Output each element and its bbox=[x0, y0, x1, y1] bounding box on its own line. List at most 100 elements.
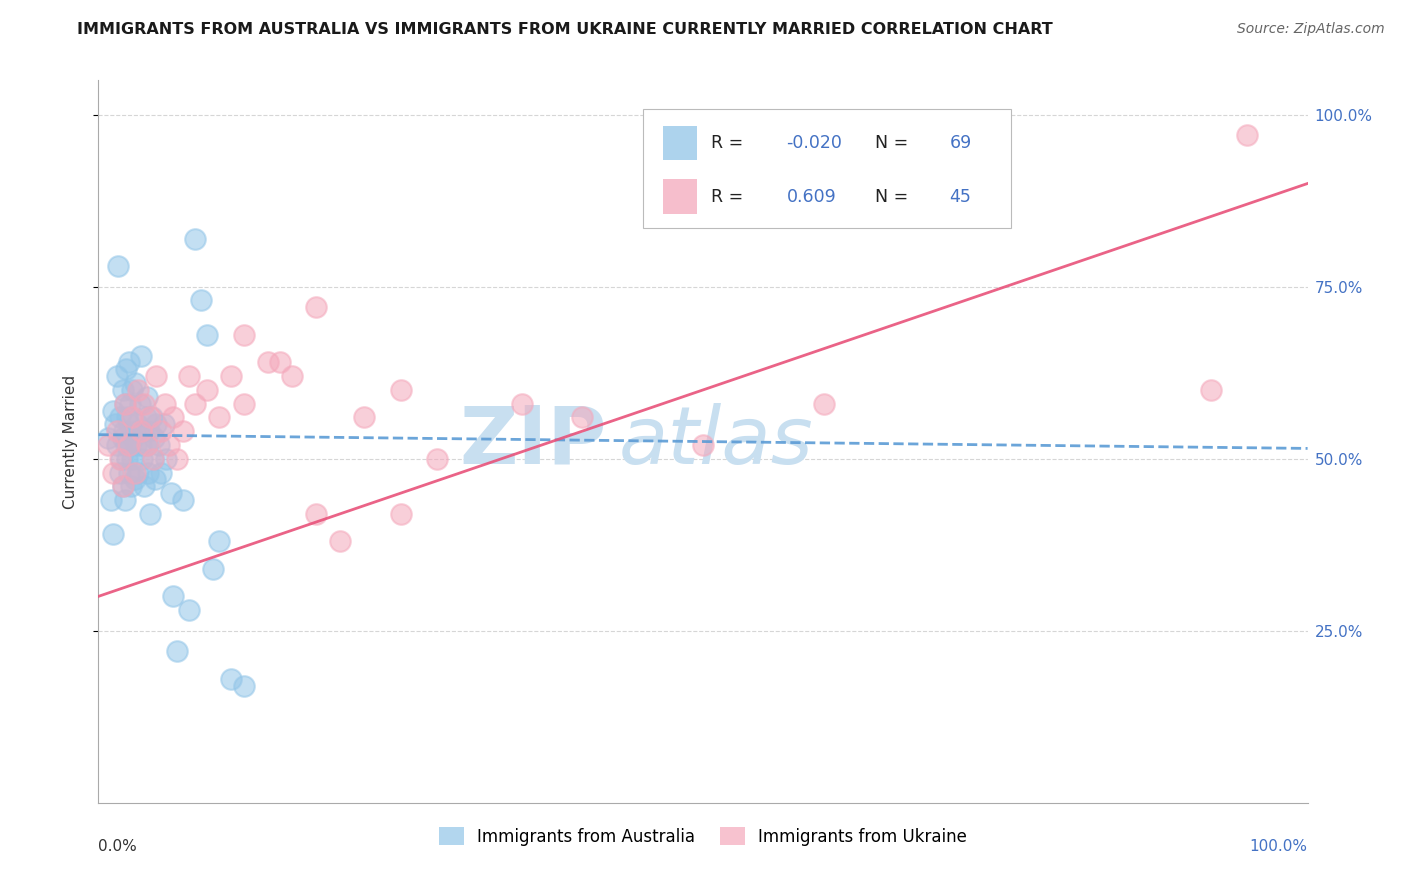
Point bbox=[101, 466, 124, 480]
Point bbox=[195, 383, 218, 397]
Point bbox=[108, 466, 131, 480]
Point bbox=[143, 431, 166, 445]
Point bbox=[117, 451, 139, 466]
Point bbox=[190, 293, 212, 308]
Point bbox=[97, 438, 120, 452]
Text: 0.609: 0.609 bbox=[786, 188, 837, 206]
Point bbox=[232, 679, 254, 693]
Text: -0.020: -0.020 bbox=[786, 134, 842, 152]
Point bbox=[389, 507, 412, 521]
Point bbox=[172, 424, 194, 438]
Point bbox=[152, 417, 174, 432]
Text: Source: ZipAtlas.com: Source: ZipAtlas.com bbox=[1237, 22, 1385, 37]
Text: R =: R = bbox=[711, 134, 749, 152]
Point bbox=[121, 410, 143, 425]
FancyBboxPatch shape bbox=[664, 179, 697, 214]
Point bbox=[389, 383, 412, 397]
Point bbox=[305, 507, 328, 521]
Point bbox=[111, 479, 134, 493]
Point bbox=[184, 397, 207, 411]
Point bbox=[157, 438, 180, 452]
Point bbox=[124, 376, 146, 390]
Point bbox=[108, 451, 131, 466]
Point bbox=[150, 466, 173, 480]
Point bbox=[114, 397, 136, 411]
Point bbox=[571, 410, 593, 425]
Point bbox=[115, 438, 138, 452]
Point bbox=[118, 438, 141, 452]
Point bbox=[692, 438, 714, 452]
Point bbox=[122, 431, 145, 445]
Legend: Immigrants from Australia, Immigrants from Ukraine: Immigrants from Australia, Immigrants fr… bbox=[432, 821, 974, 852]
Point bbox=[148, 438, 170, 452]
Point bbox=[111, 431, 134, 445]
Point bbox=[426, 451, 449, 466]
Point bbox=[125, 438, 148, 452]
Point bbox=[138, 424, 160, 438]
Point bbox=[100, 493, 122, 508]
Point bbox=[135, 410, 157, 425]
Point bbox=[118, 438, 141, 452]
Text: ZIP: ZIP bbox=[458, 402, 606, 481]
Point bbox=[114, 397, 136, 411]
Point bbox=[162, 590, 184, 604]
Point bbox=[107, 259, 129, 273]
Point bbox=[131, 451, 153, 466]
Text: R =: R = bbox=[711, 188, 749, 206]
Point bbox=[104, 417, 127, 432]
Point bbox=[232, 397, 254, 411]
Point bbox=[353, 410, 375, 425]
Point bbox=[202, 562, 225, 576]
Point bbox=[1199, 383, 1222, 397]
Point bbox=[221, 369, 243, 384]
Y-axis label: Currently Married: Currently Married bbox=[63, 375, 77, 508]
Point bbox=[145, 369, 167, 384]
FancyBboxPatch shape bbox=[664, 126, 697, 161]
Point bbox=[128, 397, 150, 411]
Point bbox=[510, 397, 533, 411]
Point bbox=[129, 438, 152, 452]
Point bbox=[111, 479, 134, 493]
Point bbox=[143, 472, 166, 486]
Point bbox=[121, 451, 143, 466]
Point bbox=[269, 355, 291, 369]
Point bbox=[118, 466, 141, 480]
Point bbox=[129, 349, 152, 363]
Point bbox=[150, 424, 173, 438]
Text: IMMIGRANTS FROM AUSTRALIA VS IMMIGRANTS FROM UKRAINE CURRENTLY MARRIED CORRELATI: IMMIGRANTS FROM AUSTRALIA VS IMMIGRANTS … bbox=[77, 22, 1053, 37]
Point bbox=[124, 424, 146, 438]
Point bbox=[127, 383, 149, 397]
Point bbox=[114, 493, 136, 508]
Point bbox=[166, 644, 188, 658]
Point bbox=[208, 410, 231, 425]
Point bbox=[145, 417, 167, 432]
Point bbox=[155, 451, 177, 466]
Point bbox=[127, 417, 149, 432]
Point bbox=[135, 438, 157, 452]
Point bbox=[141, 410, 163, 425]
Point bbox=[172, 493, 194, 508]
Point bbox=[136, 466, 159, 480]
Point bbox=[208, 534, 231, 549]
Point bbox=[110, 451, 132, 466]
Point bbox=[142, 451, 165, 466]
Point bbox=[179, 603, 201, 617]
Point bbox=[105, 369, 128, 384]
Point bbox=[160, 486, 183, 500]
Point bbox=[256, 355, 278, 369]
Point bbox=[166, 451, 188, 466]
Point bbox=[105, 438, 128, 452]
Point bbox=[120, 479, 142, 493]
Point bbox=[115, 362, 138, 376]
Point bbox=[135, 390, 157, 404]
Point bbox=[105, 424, 128, 438]
Point bbox=[153, 397, 176, 411]
Point bbox=[118, 355, 141, 369]
Point bbox=[124, 466, 146, 480]
Point bbox=[139, 507, 162, 521]
Point bbox=[281, 369, 304, 384]
Text: 0.0%: 0.0% bbox=[98, 838, 138, 854]
Text: N =: N = bbox=[875, 188, 914, 206]
Point bbox=[101, 403, 124, 417]
Point bbox=[127, 466, 149, 480]
